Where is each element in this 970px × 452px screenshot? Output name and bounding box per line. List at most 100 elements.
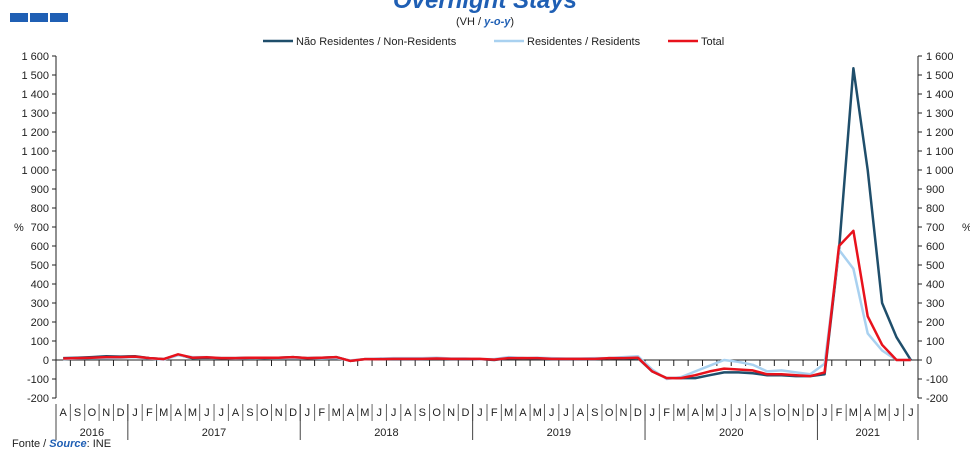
month-label: F [491, 407, 498, 419]
month-label: D [289, 407, 297, 419]
month-label: S [246, 407, 253, 419]
month-label: J [132, 407, 138, 419]
y-axis-title-right: % [962, 222, 970, 234]
source-note: Fonte / Source: INE [12, 438, 111, 450]
month-label: M [705, 407, 714, 419]
y-tick-label-left: 900 [31, 184, 49, 196]
y-tick-label-right: 1 400 [926, 89, 954, 101]
y-tick-label-right: 300 [926, 298, 944, 310]
y-tick-label-left: 1 000 [21, 165, 49, 177]
y-tick-label-left: 1 200 [21, 127, 49, 139]
y-tick-label-right: -100 [926, 374, 948, 386]
logo-block [10, 13, 28, 22]
month-label: J [649, 407, 655, 419]
y-tick-label-left: 200 [31, 317, 49, 329]
month-label: A [404, 407, 412, 419]
month-label: A [347, 407, 355, 419]
month-label: M [676, 407, 685, 419]
y-tick-label-left: 1 500 [21, 70, 49, 82]
month-label: J [477, 407, 483, 419]
y-tick-label-right: 1 100 [926, 146, 954, 158]
month-label: J [822, 407, 828, 419]
y-tick-label-left: -100 [27, 374, 49, 386]
y-tick-label-left: 700 [31, 222, 49, 234]
y-tick-label-right: 1 600 [926, 51, 954, 63]
month-label: F [836, 407, 843, 419]
ine-logo [10, 13, 68, 22]
month-label: S [419, 407, 426, 419]
y-tick-label-left: 400 [31, 279, 49, 291]
y-tick-label-left: 0 [43, 355, 49, 367]
month-label: J [305, 407, 311, 419]
chart-title: Overnight Stays [392, 0, 578, 14]
month-label: F [663, 407, 670, 419]
month-label: O [605, 407, 614, 419]
y-tick-label-left: 1 100 [21, 146, 49, 158]
month-label: F [318, 407, 325, 419]
year-label: 2018 [374, 427, 398, 439]
y-tick-label-left: 100 [31, 336, 49, 348]
y-tick-label-left: 800 [31, 203, 49, 215]
month-label: D [117, 407, 125, 419]
month-label: A [577, 407, 585, 419]
y-tick-label-left: -200 [27, 393, 49, 405]
month-label: D [461, 407, 469, 419]
logo-block [30, 13, 48, 22]
month-label: O [260, 407, 269, 419]
month-label: M [332, 407, 341, 419]
y-tick-label-left: 1 300 [21, 108, 49, 120]
source-suffix: : INE [86, 438, 112, 450]
month-label: O [777, 407, 786, 419]
month-label: J [721, 407, 727, 419]
month-label: D [634, 407, 642, 419]
subtitle-suffix: ) [510, 16, 515, 28]
month-label: M [360, 407, 369, 419]
y-tick-label-right: 600 [926, 241, 944, 253]
year-label: 2017 [202, 427, 226, 439]
y-tick-label-right: 700 [926, 222, 944, 234]
y-tick-label-right: 800 [926, 203, 944, 215]
month-label: A [519, 407, 527, 419]
month-label: J [894, 407, 900, 419]
y-tick-label-right: 1 300 [926, 108, 954, 120]
month-label: J [377, 407, 383, 419]
legend-label: Total [701, 36, 724, 48]
year-label: 2016 [80, 427, 104, 439]
y-tick-label-left: 1 400 [21, 89, 49, 101]
logo-block [50, 13, 68, 22]
month-label: A [174, 407, 182, 419]
year-label: 2020 [719, 427, 743, 439]
month-label: A [864, 407, 872, 419]
y-tick-label-left: 300 [31, 298, 49, 310]
month-label: J [563, 407, 569, 419]
month-label: J [736, 407, 742, 419]
year-label: 2019 [547, 427, 571, 439]
y-tick-label-right: 100 [926, 336, 944, 348]
month-label: D [806, 407, 814, 419]
y-tick-label-right: 900 [926, 184, 944, 196]
y-tick-label-right: 1 200 [926, 127, 954, 139]
month-label: F [146, 407, 153, 419]
month-label: M [533, 407, 542, 419]
month-label: J [204, 407, 210, 419]
subtitle-emphasis: y-o-y [484, 16, 511, 28]
year-label: 2021 [855, 427, 879, 439]
y-tick-label-right: 200 [926, 317, 944, 329]
month-label: N [792, 407, 800, 419]
month-label: M [188, 407, 197, 419]
series-line-0 [63, 67, 912, 380]
source-prefix: Fonte / [12, 438, 50, 450]
y-axis-title-left: % [14, 222, 24, 234]
month-label: S [763, 407, 770, 419]
month-label: N [102, 407, 110, 419]
month-label: J [908, 407, 914, 419]
month-label: S [74, 407, 81, 419]
month-label: M [504, 407, 513, 419]
chart-subtitle: (VH / y-o-y) [0, 16, 970, 28]
month-label: N [620, 407, 628, 419]
series-line-2 [63, 229, 911, 380]
y-tick-label-left: 500 [31, 260, 49, 272]
month-label: M [849, 407, 858, 419]
month-label: A [692, 407, 700, 419]
